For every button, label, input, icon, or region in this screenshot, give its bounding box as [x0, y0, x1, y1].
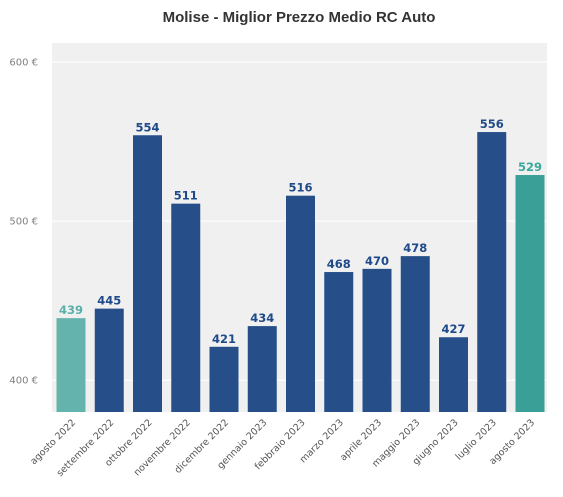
bar — [324, 272, 354, 412]
y-axis: 400 € 500 € 600 € — [9, 58, 38, 387]
data-label: 468 — [327, 257, 351, 271]
bar — [171, 203, 201, 412]
bar — [515, 175, 545, 412]
data-label: 434 — [250, 311, 274, 325]
bar — [94, 308, 124, 412]
bar — [286, 195, 315, 412]
bar — [477, 132, 507, 412]
bar — [362, 268, 392, 412]
bar — [400, 256, 430, 412]
bars — [56, 132, 545, 412]
data-label: 439 — [59, 303, 83, 317]
data-label: 445 — [97, 294, 121, 308]
data-label: 554 — [135, 120, 159, 134]
bar — [209, 346, 239, 412]
y-tick-label: 500 € — [9, 217, 38, 228]
bar — [439, 337, 468, 412]
data-label: 556 — [480, 117, 504, 131]
bar — [133, 135, 162, 412]
data-label: 511 — [174, 189, 198, 203]
data-label: 529 — [518, 160, 542, 174]
bar — [247, 326, 277, 412]
y-tick-label: 600 € — [9, 58, 38, 69]
y-tick-label: 400 € — [9, 376, 38, 387]
chart-title: Molise - Miglior Prezzo Medio RC Auto — [163, 9, 436, 26]
data-label: 421 — [212, 332, 236, 346]
data-labels: 439 445 554 511 421 434 516 468 470 478 427 556 529 — [59, 117, 542, 346]
data-label: 516 — [288, 181, 312, 195]
data-label: 478 — [403, 241, 427, 255]
bar — [56, 318, 86, 412]
data-label: 427 — [441, 322, 465, 336]
data-label: 470 — [365, 254, 389, 268]
